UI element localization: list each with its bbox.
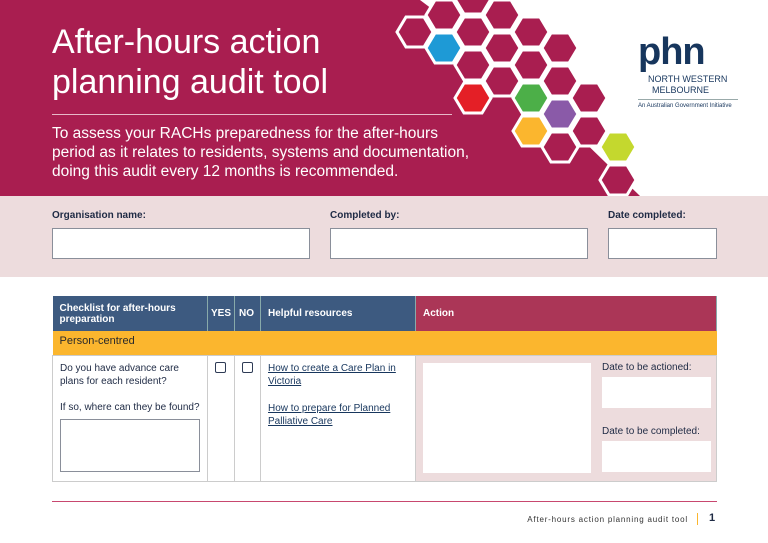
hexagon-shape [453,48,493,82]
header-banner [0,0,640,196]
footer-separator [697,513,698,525]
link-palliative-care[interactable]: How to prepare for Planned Palliative Ca… [268,402,391,427]
question-text: Do you have advance care plans for each … [60,362,179,387]
col-yes: YES [207,296,236,331]
no-checkbox[interactable] [242,361,254,373]
hexagon-shape [424,31,464,65]
category-person-centred: Person-centred [52,331,717,355]
hexagon-shape [540,64,580,98]
yes-checkbox[interactable] [215,361,226,373]
org-name-input[interactable] [52,228,310,259]
hexagon-shape [569,114,609,148]
hexagon-shape [453,81,493,115]
action-panel: Date to be actioned: Date to be complete… [416,356,716,480]
hexagon-shape [540,130,580,164]
completed-by-label: Completed by: [330,210,400,221]
hexagon-shape [569,81,609,115]
hexagon-shape [511,114,551,148]
date-actioned-input[interactable] [602,376,712,408]
hexagon-shape [395,15,435,49]
date-to-complete-input[interactable] [602,440,712,472]
title-divider [52,114,452,115]
col-resources: Helpful resources [260,296,417,331]
org-name-label: Organisation name: [52,210,146,221]
footer-divider [52,501,717,502]
col-checklist: Checklist for after-hours preparation [52,296,208,331]
date-actioned-label: Date to be actioned: [602,361,692,373]
hexagon-shape [511,15,551,49]
hexagon-shape [540,31,580,65]
completed-by-input[interactable] [330,228,588,259]
hexagon-shape [511,81,551,115]
hexagon-shape [453,15,493,49]
footer-title: After-hours action planning audit tool [527,515,688,524]
hexagon-shape [598,130,638,164]
date-completed-label: Date completed: [608,210,686,221]
hexagon-shape [482,31,522,65]
date-completed-label: Date to be completed: [602,425,700,437]
hexagon-shape [540,97,580,131]
checklist-table: Checklist for after-hours preparation YE… [52,296,717,482]
action-input[interactable] [423,362,592,473]
location-input[interactable] [60,418,200,472]
table-row: Do you have advance care plans for each … [52,354,717,482]
page-subtitle: To assess your RACHs preparedness for th… [52,125,469,180]
hexagon-shape [511,48,551,82]
page-number: 1 [709,512,716,524]
page-title: After-hours action planning audit tool [52,23,329,101]
hexagon-shape [482,64,522,98]
phn-logo: phn NORTH WESTERN MELBOURNE An Australia… [638,30,753,110]
hexagon-shape [598,163,638,196]
date-completed-input[interactable] [608,228,717,259]
hexagon-shape [482,0,522,32]
col-action: Action [415,296,717,331]
col-no: NO [234,296,262,331]
hexagon-shape [453,0,493,16]
followup-text: If so, where can they be found? [60,401,200,413]
link-care-plan[interactable]: How to create a Care Plan in Victoria [268,362,396,387]
hexagon-shape [424,0,464,32]
